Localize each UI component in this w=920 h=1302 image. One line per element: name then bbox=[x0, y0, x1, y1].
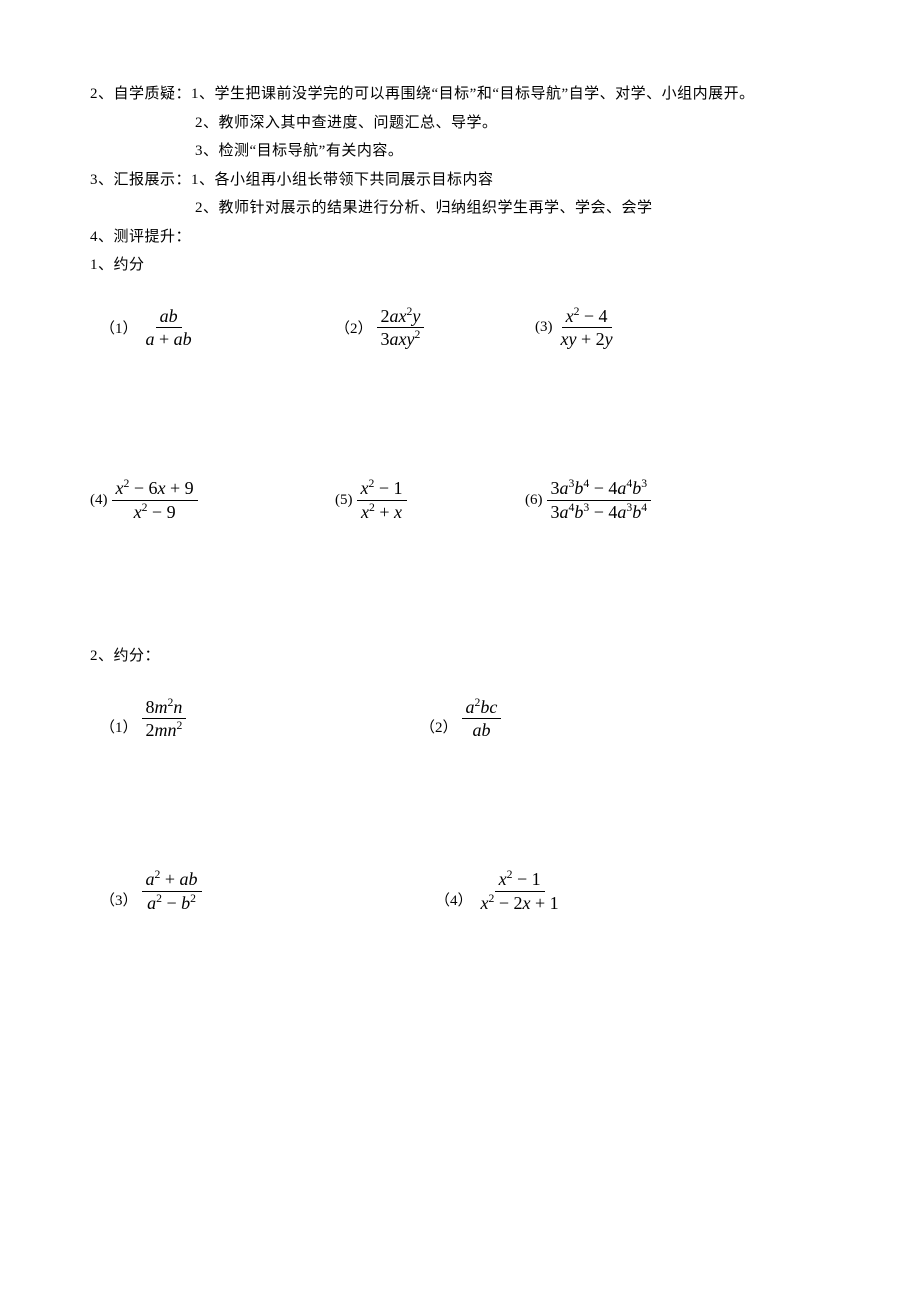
fraction-6: 3a3b4 − 4a4b3 3a4b3 − 4a3b4 bbox=[547, 478, 652, 522]
problem-row-1: （1） ab a + ab （2） 2ax2y 3axy2 (3) x2 − 4… bbox=[90, 306, 830, 350]
fraction-5: x2 − 1 x2 + x bbox=[357, 478, 407, 522]
heading-simplify-2: 2、约分： bbox=[90, 642, 830, 671]
fraction-4: x2 − 6x + 9 x2 − 9 bbox=[112, 478, 198, 522]
fraction-q2: a2bc ab bbox=[462, 697, 502, 741]
fraction-q3: a2 + ab a2 − b2 bbox=[142, 869, 202, 913]
label-1: （1） bbox=[100, 317, 138, 338]
paragraph-self-study-3: 3、检测“目标导航”有关内容。 bbox=[90, 137, 830, 166]
label-5: (5) bbox=[335, 492, 353, 509]
paragraph-evaluate: 4、测评提升： bbox=[90, 223, 830, 252]
page-root: 2、自学质疑：1、学生把课前没学完的可以再围绕“目标”和“目标导航”自学、对学、… bbox=[0, 0, 920, 974]
fraction-q1: 8m2n 2mn2 bbox=[142, 697, 187, 741]
heading-simplify-1: 1、约分 bbox=[90, 251, 830, 280]
label-q1: （1） bbox=[100, 716, 138, 741]
problem-row-4: （3） a2 + ab a2 − b2 （4） x2 − 1 x2 − 2x +… bbox=[90, 869, 830, 913]
paragraph-report-2: 2、教师针对展示的结果进行分析、归纳组织学生再学、学会、会学 bbox=[90, 194, 830, 223]
fraction-3: x2 − 4 xy + 2y bbox=[557, 306, 617, 350]
label-q4: （4） bbox=[435, 889, 473, 914]
label-3: (3) bbox=[535, 319, 553, 336]
paragraph-self-study-2: 2、教师深入其中查进度、问题汇总、导学。 bbox=[90, 109, 830, 138]
fraction-2: 2ax2y 3axy2 bbox=[377, 306, 425, 350]
label-2: （2） bbox=[335, 317, 373, 338]
problem-row-3: （1） 8m2n 2mn2 （2） a2bc ab bbox=[90, 697, 830, 741]
problem-row-2: (4) x2 − 6x + 9 x2 − 9 (5) x2 − 1 x2 + x… bbox=[90, 478, 830, 522]
fraction-q4: x2 − 1 x2 − 2x + 1 bbox=[477, 869, 563, 913]
label-q3: （3） bbox=[100, 889, 138, 914]
label-4: (4) bbox=[90, 492, 108, 509]
label-6: (6) bbox=[525, 492, 543, 509]
paragraph-self-study: 2、自学质疑：1、学生把课前没学完的可以再围绕“目标”和“目标导航”自学、对学、… bbox=[90, 80, 830, 109]
label-q2: （2） bbox=[420, 716, 458, 741]
paragraph-report: 3、汇报展示：1、各小组再小组长带领下共同展示目标内容 bbox=[90, 166, 830, 195]
fraction-1: ab a + ab bbox=[142, 306, 196, 350]
